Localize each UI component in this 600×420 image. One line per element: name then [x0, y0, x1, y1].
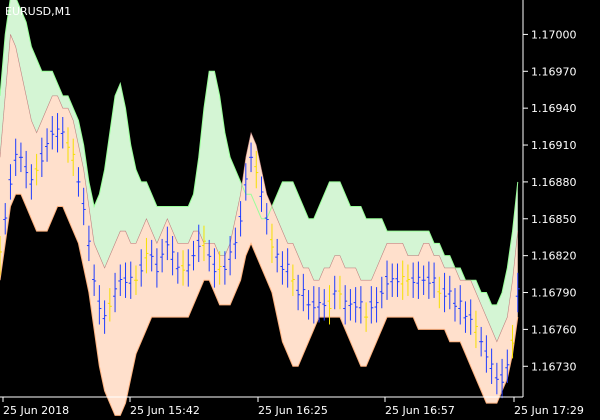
- x-tick-label: 25 Jun 2018: [3, 404, 69, 417]
- y-tick-label: 1.16970: [531, 65, 577, 78]
- y-tick-label: 1.16790: [531, 287, 577, 300]
- x-tick-label: 25 Jun 16:25: [258, 404, 328, 417]
- mid-line: [0, 34, 519, 343]
- y-tick-label: 1.16760: [531, 323, 577, 336]
- y-ticks-layer: 1.17000 1.16970 1.16940 1.16910 1.16880 1.168…: [523, 28, 577, 373]
- y-tick-label: 1.16880: [531, 176, 577, 189]
- y-tick-label: 1.16730: [531, 360, 577, 373]
- lower-band-line: [0, 193, 519, 416]
- x-ticks-layer: 25 Jun 2018 25 Jun 15:42 25 Jun 16:25 25 Ju…: [2, 397, 584, 417]
- x-tick-label: 25 Jun 17:29: [514, 404, 584, 417]
- x-tick-label: 25 Jun 15:42: [130, 404, 200, 417]
- y-tick-label: 1.16850: [531, 213, 577, 226]
- upper-band-line: [0, 0, 519, 306]
- bands-layer: [0, 0, 519, 416]
- y-tick-label: 1.16910: [531, 139, 577, 152]
- y-tick-label: 1.17000: [531, 28, 577, 41]
- x-tick-label: 25 Jun 16:57: [385, 404, 455, 417]
- lower-band-fill: [0, 34, 518, 416]
- y-tick-label: 1.16820: [531, 250, 577, 263]
- y-tick-label: 1.16940: [531, 102, 577, 115]
- symbol-label: EURUSD,M1: [5, 5, 71, 18]
- bars-layer: [0, 113, 520, 399]
